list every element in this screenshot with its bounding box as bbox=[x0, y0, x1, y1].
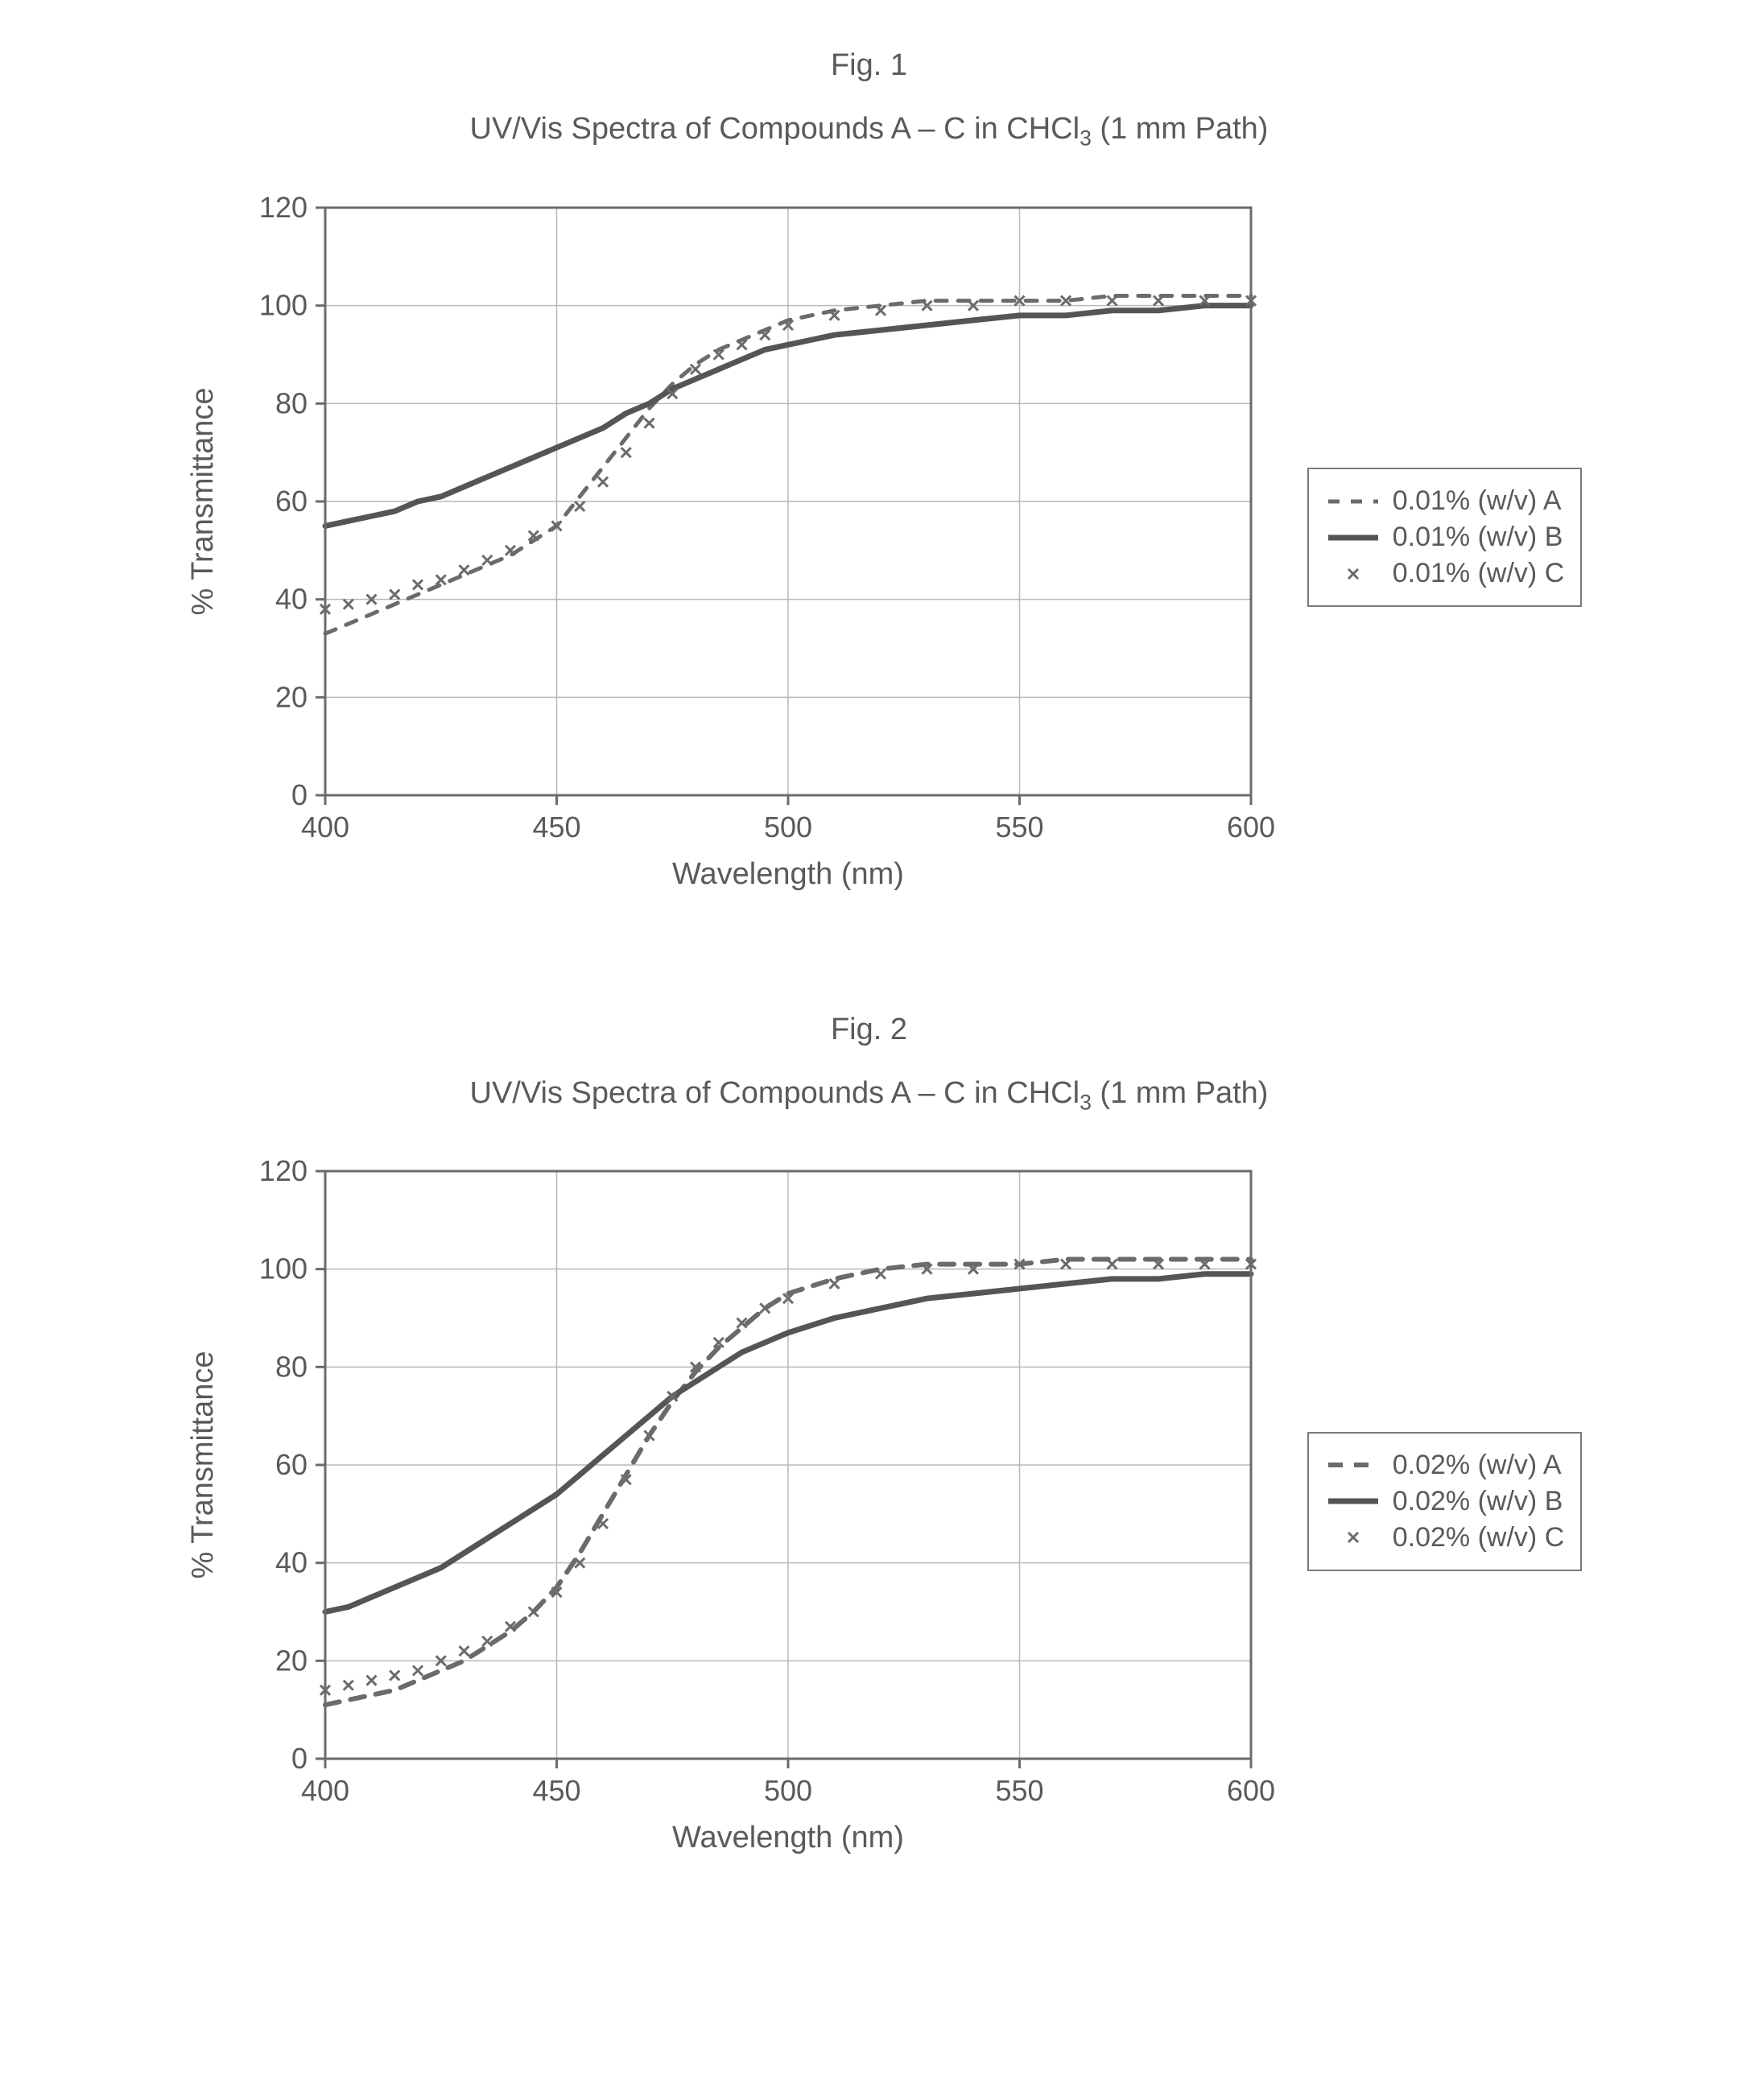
y-tick-label: 80 bbox=[275, 1351, 308, 1384]
y-tick-label: 40 bbox=[275, 582, 308, 615]
legend-swatch-icon bbox=[1325, 523, 1381, 552]
legend-item: 0.02% (w/v) C bbox=[1325, 1522, 1565, 1553]
y-tick-label: 60 bbox=[275, 1448, 308, 1481]
y-tick-label: 120 bbox=[259, 1154, 308, 1187]
y-tick-label: 20 bbox=[275, 1644, 308, 1677]
x-tick-label: 550 bbox=[995, 811, 1043, 844]
y-tick-label: 0 bbox=[291, 778, 308, 811]
legend-label: 0.01% (w/v) A bbox=[1393, 485, 1562, 517]
legend-swatch bbox=[1325, 1487, 1381, 1516]
chart-wrap: 400 450 500 550 600 0 20 40 60 80 100 120 Wavelength… bbox=[64, 159, 1674, 916]
y-tick-label: 60 bbox=[275, 485, 308, 518]
legend-swatch bbox=[1325, 523, 1381, 552]
legend-label: 0.02% (w/v) B bbox=[1393, 1486, 1563, 1517]
chart-svg: 400 450 500 550 600 0 20 40 60 80 100 120 Wavelength… bbox=[156, 159, 1283, 916]
y-tick-label: 40 bbox=[275, 1546, 308, 1579]
figure-2: Fig. 2 UV/Vis Spectra of Compounds A – C … bbox=[64, 1013, 1674, 1880]
chart-title-suffix: (1 mm Path) bbox=[1092, 112, 1269, 146]
legend-item: 0.01% (w/v) B bbox=[1325, 522, 1565, 553]
legend-swatch-icon bbox=[1325, 1450, 1381, 1479]
x-tick-label: 600 bbox=[1227, 811, 1275, 844]
legend-label: 0.01% (w/v) B bbox=[1393, 522, 1563, 553]
legend-item: 0.02% (w/v) B bbox=[1325, 1486, 1565, 1517]
x-tick-label: 450 bbox=[532, 1774, 580, 1807]
chart-title-suffix: (1 mm Path) bbox=[1092, 1076, 1269, 1110]
figure-label: Fig. 1 bbox=[64, 48, 1674, 83]
legend: 0.01% (w/v) A 0.01% (w/v) B 0.01% (w/v) C bbox=[1307, 468, 1583, 607]
legend-item: 0.02% (w/v) A bbox=[1325, 1450, 1565, 1481]
legend-label: 0.02% (w/v) A bbox=[1393, 1450, 1562, 1481]
chart-title-prefix: UV/Vis Spectra of Compounds A – C in CHC… bbox=[470, 112, 1080, 146]
x-tick-label: 500 bbox=[764, 811, 812, 844]
y-tick-label: 120 bbox=[259, 191, 308, 224]
legend-swatch-icon bbox=[1325, 1487, 1381, 1516]
y-axis-label: % Transmittance bbox=[186, 387, 220, 615]
legend-swatch bbox=[1325, 559, 1381, 588]
y-tick-label: 100 bbox=[259, 288, 308, 321]
y-tick-label: 0 bbox=[291, 1742, 308, 1775]
chart-title-prefix: UV/Vis Spectra of Compounds A – C in CHC… bbox=[470, 1076, 1080, 1110]
chart-title: UV/Vis Spectra of Compounds A – C in CHC… bbox=[64, 1076, 1674, 1116]
x-tick-label: 400 bbox=[301, 811, 349, 844]
x-axis-label: Wavelength (nm) bbox=[672, 1821, 904, 1855]
legend-swatch bbox=[1325, 1450, 1381, 1479]
legend: 0.02% (w/v) A 0.02% (w/v) B 0.02% (w/v) C bbox=[1307, 1432, 1583, 1571]
y-axis-label: % Transmittance bbox=[186, 1351, 220, 1579]
legend-swatch bbox=[1325, 487, 1381, 516]
y-tick-label: 20 bbox=[275, 680, 308, 713]
chart-title-sub: 3 bbox=[1080, 1090, 1092, 1114]
legend-swatch-icon bbox=[1325, 559, 1381, 588]
x-tick-label: 600 bbox=[1227, 1774, 1275, 1807]
figure-label: Fig. 2 bbox=[64, 1013, 1674, 1047]
legend-swatch-icon bbox=[1325, 487, 1381, 516]
legend-swatch-icon bbox=[1325, 1523, 1381, 1552]
legend-label: 0.02% (w/v) C bbox=[1393, 1522, 1565, 1553]
chart-svg: 400 450 500 550 600 0 20 40 60 80 100 120 Wavelength… bbox=[156, 1123, 1283, 1879]
legend-label: 0.01% (w/v) C bbox=[1393, 558, 1565, 589]
chart-wrap: 400 450 500 550 600 0 20 40 60 80 100 120 Wavelength… bbox=[64, 1123, 1674, 1879]
x-tick-label: 550 bbox=[995, 1774, 1043, 1807]
legend-swatch bbox=[1325, 1523, 1381, 1552]
chart-title: UV/Vis Spectra of Compounds A – C in CHC… bbox=[64, 112, 1674, 151]
legend-item: 0.01% (w/v) A bbox=[1325, 485, 1565, 517]
y-tick-label: 80 bbox=[275, 386, 308, 419]
chart-title-sub: 3 bbox=[1080, 126, 1092, 151]
x-tick-label: 400 bbox=[301, 1774, 349, 1807]
x-tick-label: 500 bbox=[764, 1774, 812, 1807]
figure-1: Fig. 1 UV/Vis Spectra of Compounds A – C … bbox=[64, 48, 1674, 916]
x-tick-label: 450 bbox=[532, 811, 580, 844]
y-tick-label: 100 bbox=[259, 1252, 308, 1285]
x-axis-label: Wavelength (nm) bbox=[672, 857, 904, 891]
legend-item: 0.01% (w/v) C bbox=[1325, 558, 1565, 589]
